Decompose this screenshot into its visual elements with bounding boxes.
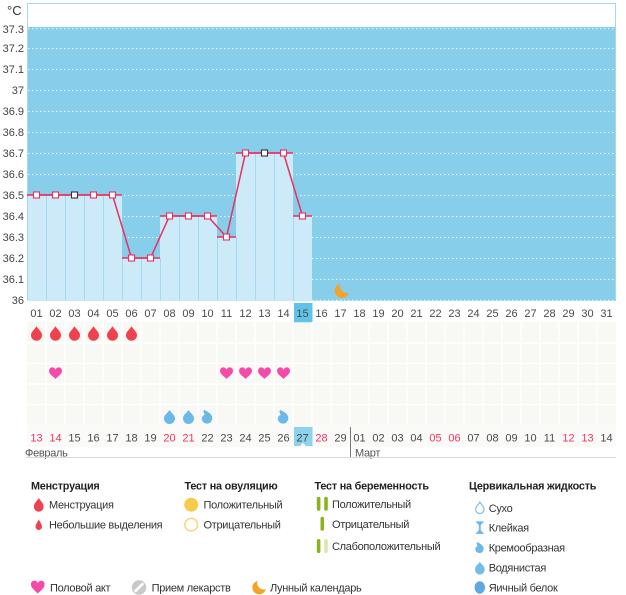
svg-text:Менструация: Менструация xyxy=(49,500,114,512)
svg-text:36.6: 36.6 xyxy=(3,169,24,181)
svg-text:27: 27 xyxy=(524,308,536,320)
svg-text:14: 14 xyxy=(600,433,612,445)
svg-text:Положительный: Положительный xyxy=(204,500,283,512)
svg-text:25: 25 xyxy=(258,433,270,445)
svg-text:04: 04 xyxy=(87,308,99,320)
svg-text:14: 14 xyxy=(277,308,289,320)
svg-text:10: 10 xyxy=(201,308,213,320)
svg-text:28: 28 xyxy=(543,308,555,320)
svg-text:Положительный: Положительный xyxy=(332,499,411,511)
svg-text:12: 12 xyxy=(562,433,574,445)
svg-text:°C: °C xyxy=(7,3,22,18)
svg-text:20: 20 xyxy=(391,308,403,320)
svg-text:06: 06 xyxy=(448,433,460,445)
svg-text:Сухо: Сухо xyxy=(489,503,513,515)
svg-text:26: 26 xyxy=(277,433,289,445)
svg-text:22: 22 xyxy=(201,433,213,445)
svg-text:05: 05 xyxy=(429,433,441,445)
svg-text:Тест на беременность: Тест на беременность xyxy=(315,481,430,493)
svg-text:09: 09 xyxy=(505,433,517,445)
svg-text:07: 07 xyxy=(467,433,479,445)
svg-text:23: 23 xyxy=(220,433,232,445)
svg-text:13: 13 xyxy=(30,433,42,445)
svg-text:11: 11 xyxy=(544,433,555,445)
svg-text:04: 04 xyxy=(410,433,422,445)
svg-text:23: 23 xyxy=(448,308,460,320)
svg-text:37.1: 37.1 xyxy=(3,64,24,76)
svg-text:03: 03 xyxy=(391,433,403,445)
svg-text:02: 02 xyxy=(49,308,61,320)
svg-text:17: 17 xyxy=(106,433,118,445)
svg-text:36.8: 36.8 xyxy=(3,127,24,139)
svg-text:37.3: 37.3 xyxy=(3,24,24,36)
svg-text:05: 05 xyxy=(106,308,118,320)
svg-text:37.2: 37.2 xyxy=(3,43,24,55)
svg-text:36.9: 36.9 xyxy=(3,106,24,118)
svg-text:Тест на овуляцию: Тест на овуляцию xyxy=(185,481,278,493)
svg-text:16: 16 xyxy=(87,433,99,445)
svg-text:20: 20 xyxy=(163,433,175,445)
svg-text:37: 37 xyxy=(12,85,24,97)
svg-text:11: 11 xyxy=(221,308,232,320)
svg-text:06: 06 xyxy=(125,308,137,320)
svg-text:13: 13 xyxy=(258,308,270,320)
svg-text:31: 31 xyxy=(600,308,612,320)
svg-text:03: 03 xyxy=(68,308,80,320)
svg-text:Прием лекарств: Прием лекарств xyxy=(152,583,231,595)
svg-text:16: 16 xyxy=(315,308,327,320)
svg-text:08: 08 xyxy=(163,308,175,320)
svg-text:22: 22 xyxy=(429,308,441,320)
svg-text:Март: Март xyxy=(355,448,380,460)
svg-text:13: 13 xyxy=(581,433,593,445)
svg-text:Водянистая: Водянистая xyxy=(489,563,547,575)
svg-text:36.2: 36.2 xyxy=(3,253,24,265)
svg-text:26: 26 xyxy=(505,308,517,320)
svg-text:10: 10 xyxy=(524,433,536,445)
svg-text:01: 01 xyxy=(30,308,42,320)
svg-text:01: 01 xyxy=(353,433,365,445)
svg-text:Менструация: Менструация xyxy=(31,481,100,493)
svg-text:36: 36 xyxy=(12,295,24,307)
svg-text:21: 21 xyxy=(410,308,422,320)
svg-text:27: 27 xyxy=(296,433,308,445)
svg-text:Яичный белок: Яичный белок xyxy=(489,582,558,594)
svg-text:19: 19 xyxy=(144,433,156,445)
svg-text:12: 12 xyxy=(239,308,251,320)
svg-text:Февраль: Февраль xyxy=(25,448,68,460)
svg-text:Отрицательный: Отрицательный xyxy=(204,520,281,532)
svg-text:14: 14 xyxy=(49,433,61,445)
svg-text:24: 24 xyxy=(239,433,251,445)
svg-text:30: 30 xyxy=(581,308,593,320)
svg-text:02: 02 xyxy=(372,433,384,445)
svg-text:36.3: 36.3 xyxy=(3,232,24,244)
svg-text:Клейкая: Клейкая xyxy=(489,523,529,535)
svg-text:18: 18 xyxy=(125,433,137,445)
svg-text:19: 19 xyxy=(372,308,384,320)
svg-text:Половой акт: Половой акт xyxy=(50,583,111,595)
svg-text:36.4: 36.4 xyxy=(3,211,24,223)
svg-text:Лунный календарь: Лунный календарь xyxy=(270,583,362,595)
svg-text:36.5: 36.5 xyxy=(3,190,24,202)
svg-text:15: 15 xyxy=(68,433,80,445)
svg-text:21: 21 xyxy=(182,433,194,445)
svg-text:28: 28 xyxy=(315,433,327,445)
svg-text:17: 17 xyxy=(334,308,346,320)
svg-text:15: 15 xyxy=(296,308,308,320)
svg-text:36.1: 36.1 xyxy=(3,274,24,286)
svg-text:29: 29 xyxy=(334,433,346,445)
svg-text:Цервикальная жидкость: Цервикальная жидкость xyxy=(469,481,597,493)
svg-text:29: 29 xyxy=(562,308,574,320)
svg-text:09: 09 xyxy=(182,308,194,320)
svg-text:08: 08 xyxy=(486,433,498,445)
svg-text:Слабоположительный: Слабоположительный xyxy=(332,541,440,553)
svg-text:24: 24 xyxy=(467,308,479,320)
svg-text:Кремообразная: Кремообразная xyxy=(489,543,565,555)
svg-text:07: 07 xyxy=(144,308,156,320)
svg-text:18: 18 xyxy=(353,308,365,320)
svg-text:Отрицательный: Отрицательный xyxy=(332,519,409,531)
svg-text:25: 25 xyxy=(486,308,498,320)
svg-text:36.7: 36.7 xyxy=(3,148,24,160)
svg-text:Небольшие выделения: Небольшие выделения xyxy=(49,520,163,532)
